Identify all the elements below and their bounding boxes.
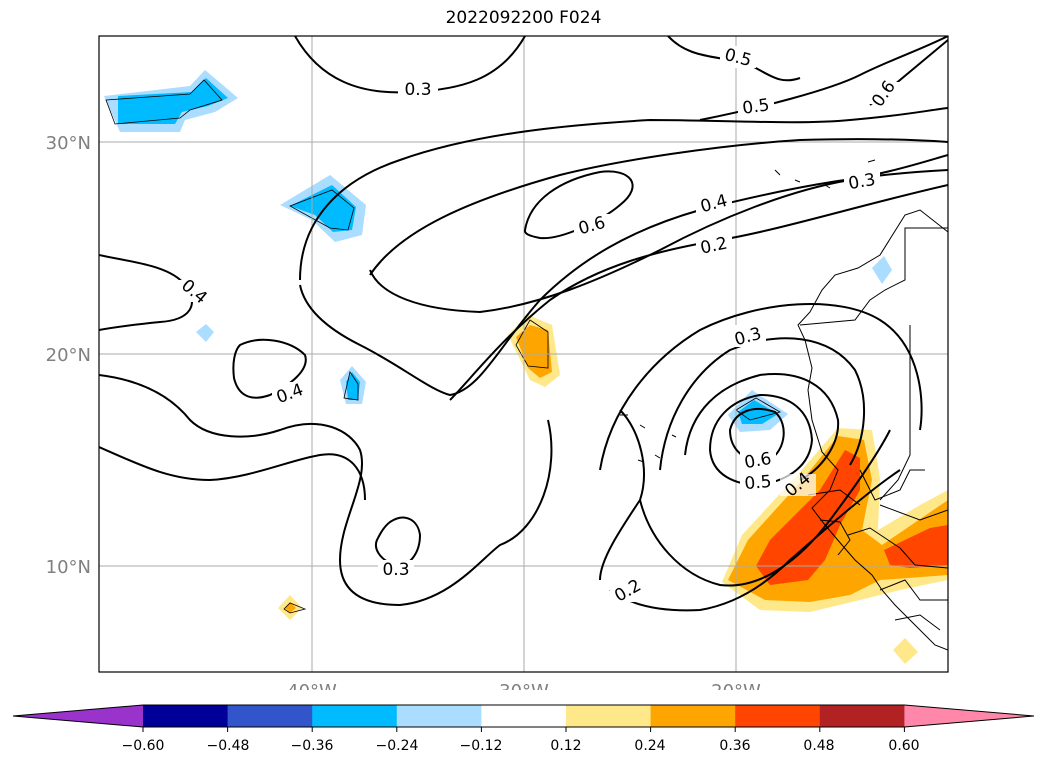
colorbar-swatch [227,705,313,727]
coastlines [620,159,948,651]
orange-field-4 [893,638,918,664]
contour-0.2 [449,184,948,401]
blue-field-5-inner [738,400,778,424]
contour-big-0.4 [299,107,948,281]
shade-outlines [105,79,782,614]
orange-field-2-east [884,525,948,568]
blue-field-4-inner [346,372,360,400]
orange-field-1-inner [516,325,552,378]
graticule [99,36,948,672]
contour-sw-0.2 [609,469,901,612]
contour-label: 0.3 [404,80,431,100]
colorbar-swatch [819,705,905,727]
lat-label: 30°N [46,133,91,154]
contour-0.4-south [639,429,891,587]
colorbar-tick-label: 0.60 [888,738,919,754]
contour-labels: 0.3 0.5 0.5 0.6 0.4 0.2 0.3 0.6 0.4 0.4 … [174,45,904,606]
colorbar-swatch [312,705,398,727]
map-frame [98,35,949,673]
contour-west-0.4-a [99,254,193,331]
contour-0.4 [299,169,948,397]
colorbar: −0.60 −0.48 −0.36 −0.24 −0.12 0.12 0.24 … [12,704,1035,754]
contour-low-0.4 [684,373,840,481]
blue-field-3 [196,324,214,342]
colorbar-tick-label: −0.36 [291,738,334,754]
map-figure: 0.3 0.5 0.5 0.6 0.4 0.2 0.3 0.6 0.4 0.4 … [46,35,949,690]
orange-field-2-inner [756,450,860,585]
blue-field-2-inner [290,185,356,232]
blue-field-6 [872,256,892,284]
colorbar-extend-min [13,705,143,727]
colorbar-tick-label: −0.60 [122,738,165,754]
colorbar-tick-label: −0.12 [460,738,503,754]
colorbar-tick-label: −0.48 [207,738,250,754]
colorbar-swatch [143,705,229,727]
colorbar-swatches [12,704,1035,732]
colorbar-swatch [650,705,736,727]
colorbar-tick-label: 0.48 [803,738,834,754]
colorbar-swatch [396,705,482,727]
colorbar-tick-label: −0.24 [376,738,419,754]
contour-0.5-mid [369,138,948,276]
colorbar-swatch [481,705,567,727]
colorbar-tick-label: 0.12 [550,738,581,754]
colorbar-swatch [735,705,821,727]
contour-low-0.2-south [599,409,645,581]
contour-label: 0.3 [847,170,877,194]
contour-0.6-loop [523,170,634,240]
contour-west-0.4-b [99,374,553,607]
contour-low-0.2 [599,302,923,471]
contour-label: 0.5 [741,95,771,119]
colorbar-tick-label: 0.36 [719,738,750,754]
lon-label: 30°W [499,681,549,690]
colorbar-extend-max [904,705,1034,727]
lon-label: 20°W [711,681,761,690]
blue-field-1-inner [118,78,228,124]
contour-low-0.3 [659,337,865,471]
contour-0.4-loop [232,338,307,399]
map-title: 2022092200 F024 [445,8,602,28]
contour-label: 0.3 [382,560,409,580]
colorbar-tick-label: 0.24 [634,738,665,754]
lat-label: 20°N [46,345,91,366]
lat-label: 10°N [46,557,91,578]
contour-label: 0.6 [743,449,773,473]
contour-west-0.3 [99,446,366,501]
lon-label: 40°W [287,681,337,690]
colorbar-swatch [566,705,652,727]
contour-label: 0.5 [744,472,773,494]
